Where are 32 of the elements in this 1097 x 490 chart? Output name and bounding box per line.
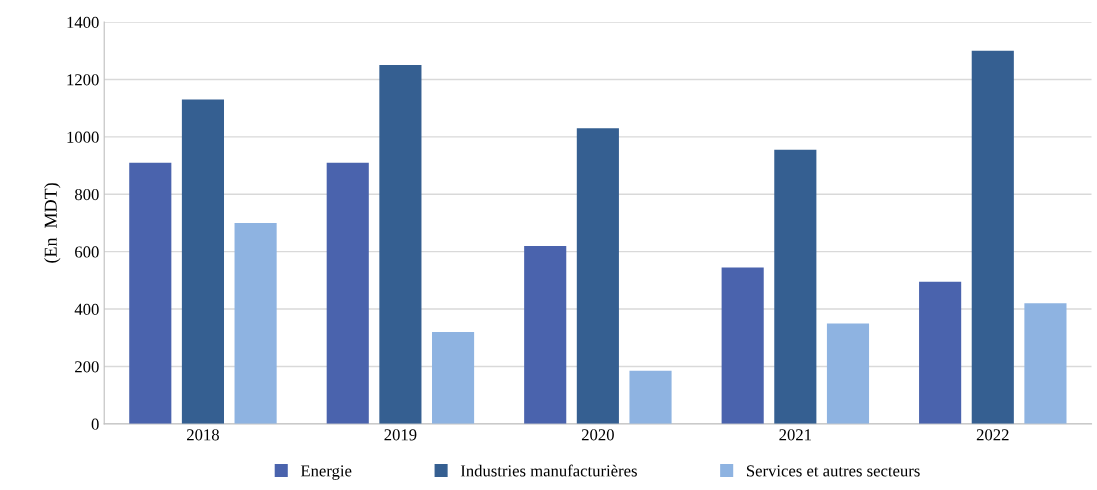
legend-label: Services et autres secteurs — [746, 465, 920, 477]
x-tick-label: 2020 — [581, 429, 614, 441]
bar — [379, 65, 422, 424]
bar — [524, 245, 567, 424]
bar — [181, 99, 225, 424]
y-tick-label: 600 — [75, 246, 99, 258]
y-tick-label: 400 — [74, 303, 99, 315]
bar — [576, 128, 619, 424]
bar — [129, 162, 172, 424]
x-tick-label: 2019 — [384, 429, 417, 441]
y-tick-label: 200 — [75, 361, 99, 373]
bar — [629, 370, 672, 424]
bar — [774, 149, 817, 424]
y-tick-label: 1200 — [67, 74, 99, 86]
bar — [234, 222, 277, 424]
bar — [432, 332, 475, 424]
bar — [919, 281, 962, 424]
bar — [1024, 303, 1067, 424]
y-tick-label: 1400 — [67, 16, 99, 28]
y-axis-title: (En MDT) — [44, 183, 61, 263]
bar — [326, 162, 369, 424]
y-tick-label: 1000 — [67, 131, 99, 143]
bar — [826, 323, 870, 424]
bar — [971, 50, 1014, 424]
x-tick-label: 2022 — [976, 429, 1009, 441]
legend-label: Energie — [300, 465, 352, 480]
y-tick-label: 800 — [74, 188, 99, 201]
x-tick-label: 2021 — [779, 429, 811, 441]
y-tick-label: 0 — [91, 418, 99, 430]
bar — [721, 267, 764, 424]
x-tick-label: 2018 — [187, 429, 219, 441]
legend-label: Industries manufacturières — [460, 464, 637, 477]
